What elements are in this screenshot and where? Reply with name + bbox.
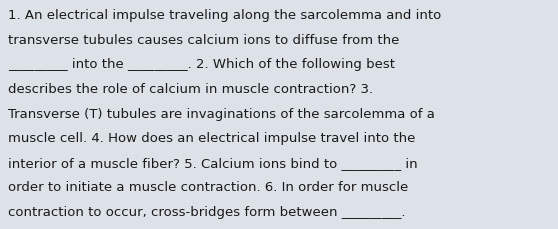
Text: interior of a muscle fiber? 5. Calcium ions bind to _________ in: interior of a muscle fiber? 5. Calcium i… (8, 156, 418, 169)
Text: order to initiate a muscle contraction. 6. In order for muscle: order to initiate a muscle contraction. … (8, 181, 408, 194)
Text: Transverse (T) tubules are invaginations of the sarcolemma of a: Transverse (T) tubules are invaginations… (8, 107, 435, 120)
Text: muscle cell. 4. How does an electrical impulse travel into the: muscle cell. 4. How does an electrical i… (8, 132, 416, 145)
Text: describes the role of calcium in muscle contraction? 3.: describes the role of calcium in muscle … (8, 83, 373, 96)
Text: 1. An electrical impulse traveling along the sarcolemma and into: 1. An electrical impulse traveling along… (8, 9, 441, 22)
Text: contraction to occur, cross-bridges form between _________.: contraction to occur, cross-bridges form… (8, 205, 406, 218)
Text: _________ into the _________. 2. Which of the following best: _________ into the _________. 2. Which o… (8, 58, 396, 71)
Text: transverse tubules causes calcium ions to diffuse from the: transverse tubules causes calcium ions t… (8, 34, 400, 47)
